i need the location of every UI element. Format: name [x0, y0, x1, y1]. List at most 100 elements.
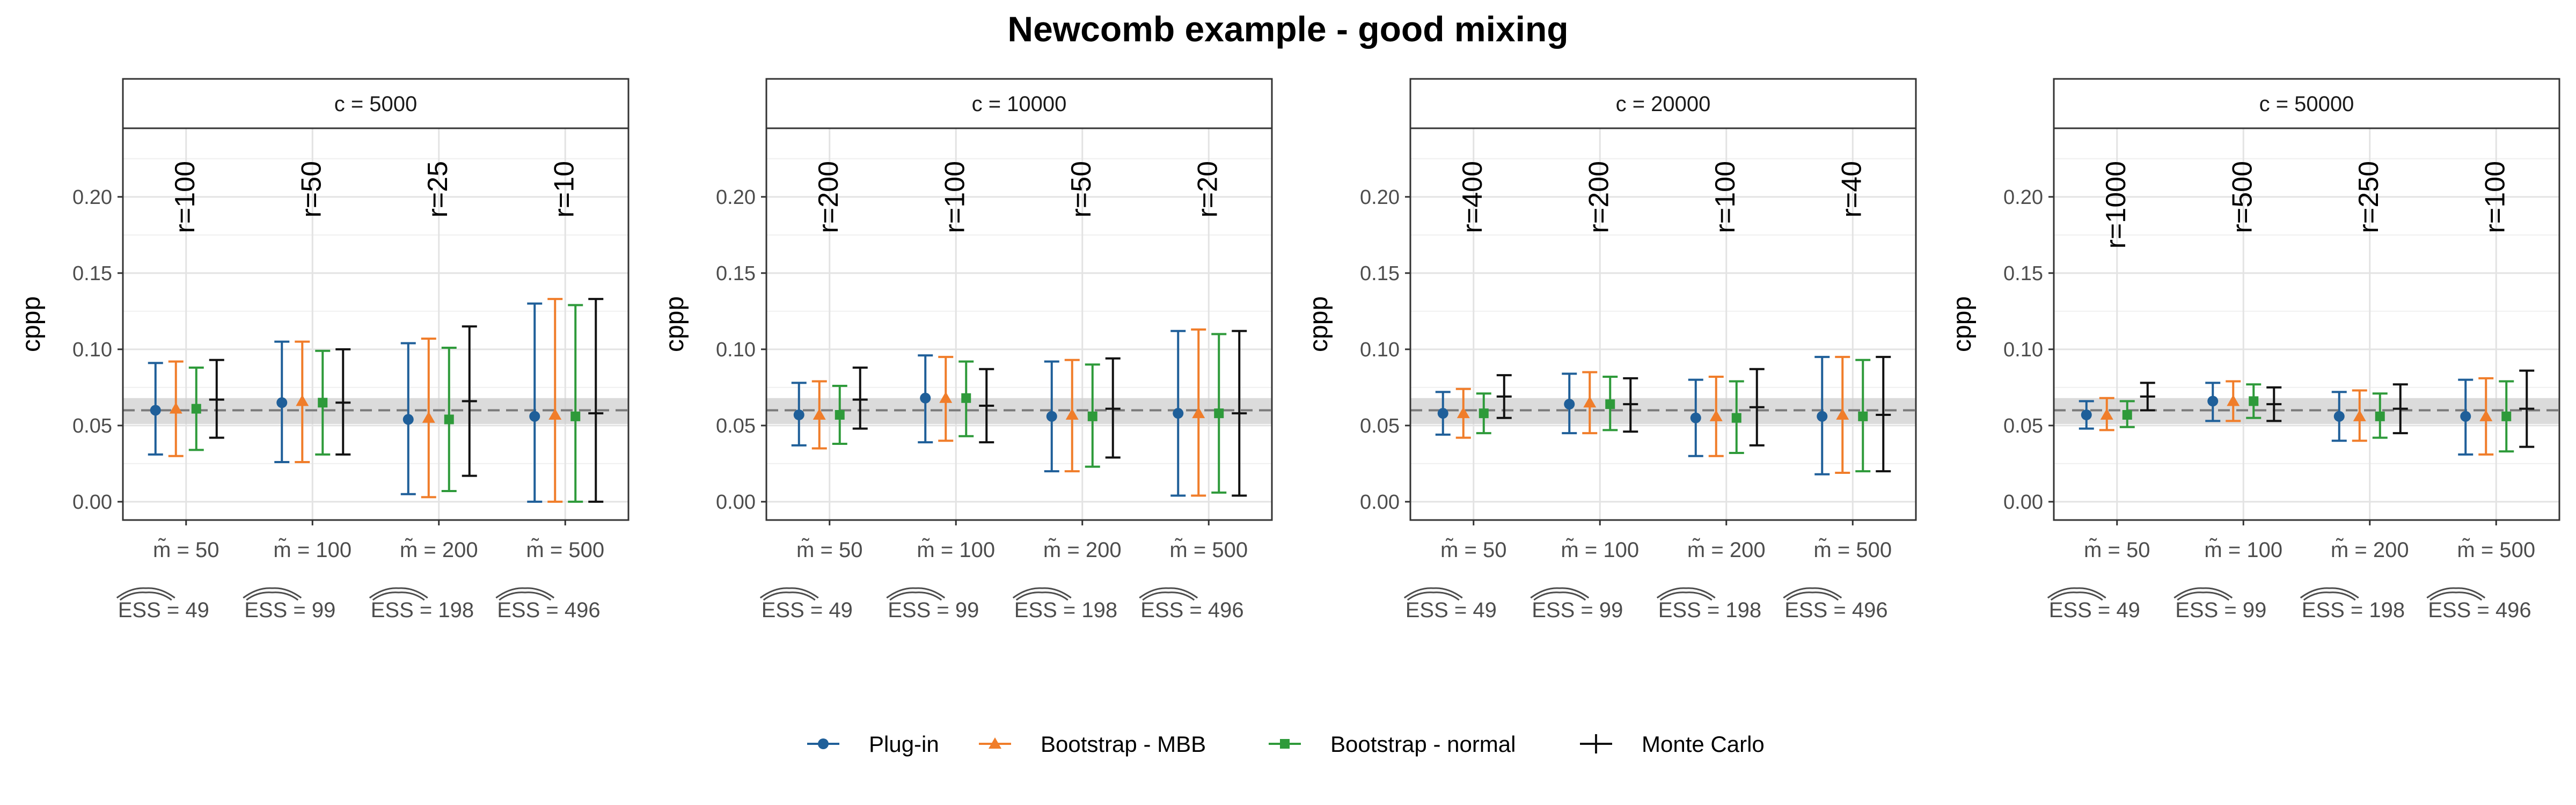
point-marker	[191, 404, 201, 414]
ess-hat	[889, 591, 942, 601]
errorbar-group	[2205, 380, 2282, 422]
point-marker	[548, 408, 562, 420]
ess-hat	[246, 591, 299, 601]
errorbar-group	[2079, 382, 2155, 431]
r-label: r=250	[2353, 161, 2384, 233]
point-marker	[1709, 409, 1723, 421]
ess-hat	[372, 591, 425, 601]
x-tick-label: m̃ = 50	[1440, 538, 1506, 562]
facet-strip	[122, 78, 630, 129]
facet-strip	[2053, 78, 2560, 129]
chart-title: Newcomb example - good mixing	[1007, 9, 1568, 49]
point-marker	[570, 411, 581, 421]
y-tick-label: 0.20	[72, 186, 112, 209]
point-marker	[2353, 409, 2366, 421]
ess-hat	[1142, 591, 1195, 601]
ess-hat	[1656, 587, 1716, 599]
y-axis-title: cppp	[661, 296, 689, 352]
y-axis-title: cppp	[17, 296, 46, 352]
ess-label: ESS = 198	[371, 598, 474, 622]
point-marker	[2479, 409, 2493, 421]
ess-hat	[763, 591, 816, 601]
facet-strip-label: c = 20000	[1616, 92, 1711, 116]
r-label: r=400	[1457, 161, 1488, 233]
r-label: r=25	[422, 161, 453, 218]
errorbar-group	[2331, 383, 2408, 442]
y-tick-label: 0.05	[1360, 415, 1400, 437]
point-marker	[1173, 408, 1184, 419]
point-marker	[2122, 410, 2132, 420]
x-tick-label: m̃ = 100	[1561, 538, 1639, 562]
ess-label: ESS = 198	[1658, 598, 1761, 622]
y-tick-label: 0.00	[2003, 491, 2043, 514]
ess-hat	[495, 587, 555, 599]
ess-label: ESS = 496	[1784, 598, 1887, 622]
errorbar-group	[274, 340, 351, 464]
point-marker	[1817, 411, 1828, 422]
point-marker	[1457, 407, 1470, 419]
point-marker	[1479, 408, 1489, 419]
plot-border	[1409, 127, 1917, 521]
point-marker	[402, 414, 414, 425]
errorbar-group	[1435, 374, 1512, 439]
x-tick-label: m̃ = 200	[1687, 538, 1766, 562]
ess-hat	[1530, 587, 1590, 599]
y-tick-label: 0.05	[72, 415, 112, 437]
y-tick-label: 0.00	[1360, 491, 1400, 514]
x-tick-label: m̃ = 200	[2331, 538, 2409, 562]
y-tick-label: 0.15	[2003, 262, 2043, 285]
ess-hat	[759, 587, 819, 599]
ess-hat	[2050, 591, 2103, 601]
point-marker	[2333, 411, 2345, 422]
y-tick-label: 0.15	[1360, 262, 1400, 285]
ess-label: ESS = 99	[888, 598, 979, 622]
point-marker	[169, 402, 182, 414]
legend-label: Monte Carlo	[1642, 731, 1765, 757]
legend-item: Plug-in	[807, 731, 939, 757]
r-label: r=500	[2227, 161, 2258, 233]
y-tick-label: 0.10	[72, 339, 112, 361]
y-tick-label: 0.15	[716, 262, 756, 285]
y-tick-label: 0.10	[2003, 339, 2043, 361]
r-label: r=50	[1066, 161, 1097, 218]
point-marker	[1731, 413, 1741, 423]
point-marker	[1192, 407, 1205, 419]
x-tick-label: m̃ = 100	[2204, 538, 2282, 562]
errorbar-group	[2458, 369, 2535, 456]
ess-label: ESS = 496	[497, 598, 600, 622]
ess-hat	[499, 591, 552, 601]
ess-hat	[2177, 591, 2230, 601]
plot-border	[765, 127, 1273, 521]
point-marker	[444, 414, 454, 425]
x-tick-label: m̃ = 50	[153, 538, 219, 562]
ess-label: ESS = 49	[118, 598, 209, 622]
point-marker	[2501, 411, 2512, 421]
gridlines	[123, 128, 628, 520]
ess-label: ESS = 496	[1140, 598, 1243, 622]
facet-panels: c = 5000 r=100 r=50 r=25 r=10 0.00 0.05 0.10 0.1…	[17, 78, 2560, 622]
point-marker	[1214, 408, 1224, 419]
y-tick-label: 0.00	[72, 491, 112, 514]
y-axis-title: cppp	[1305, 296, 1333, 352]
ess-hat	[369, 587, 428, 599]
point-marker	[2249, 396, 2259, 406]
ess-label: ESS = 99	[1532, 598, 1623, 622]
ess-hat	[1533, 591, 1586, 601]
point-marker	[2081, 409, 2092, 421]
plot-area	[123, 128, 628, 520]
ess-hat	[1015, 591, 1069, 601]
errorbar-group	[1814, 356, 1891, 475]
y-tick-label: 0.20	[1360, 186, 1400, 209]
errorbar-group	[527, 298, 604, 503]
facet-strip	[1409, 78, 1917, 129]
point-marker	[2227, 394, 2240, 406]
facet-panel-3: c = 20000 r=400 r=200 r=100 r=40 0.00 0.05 0.10…	[1305, 78, 1917, 622]
plot-area	[766, 128, 1272, 520]
y-tick-label: 0.05	[2003, 415, 2043, 437]
ess-label: ESS = 198	[2302, 598, 2405, 622]
point-marker	[2460, 411, 2471, 422]
r-label: r=1000	[2101, 161, 2132, 248]
point-marker	[1087, 411, 1097, 421]
ess-hat	[2429, 591, 2483, 601]
facet-strip-label: c = 50000	[2259, 92, 2354, 116]
